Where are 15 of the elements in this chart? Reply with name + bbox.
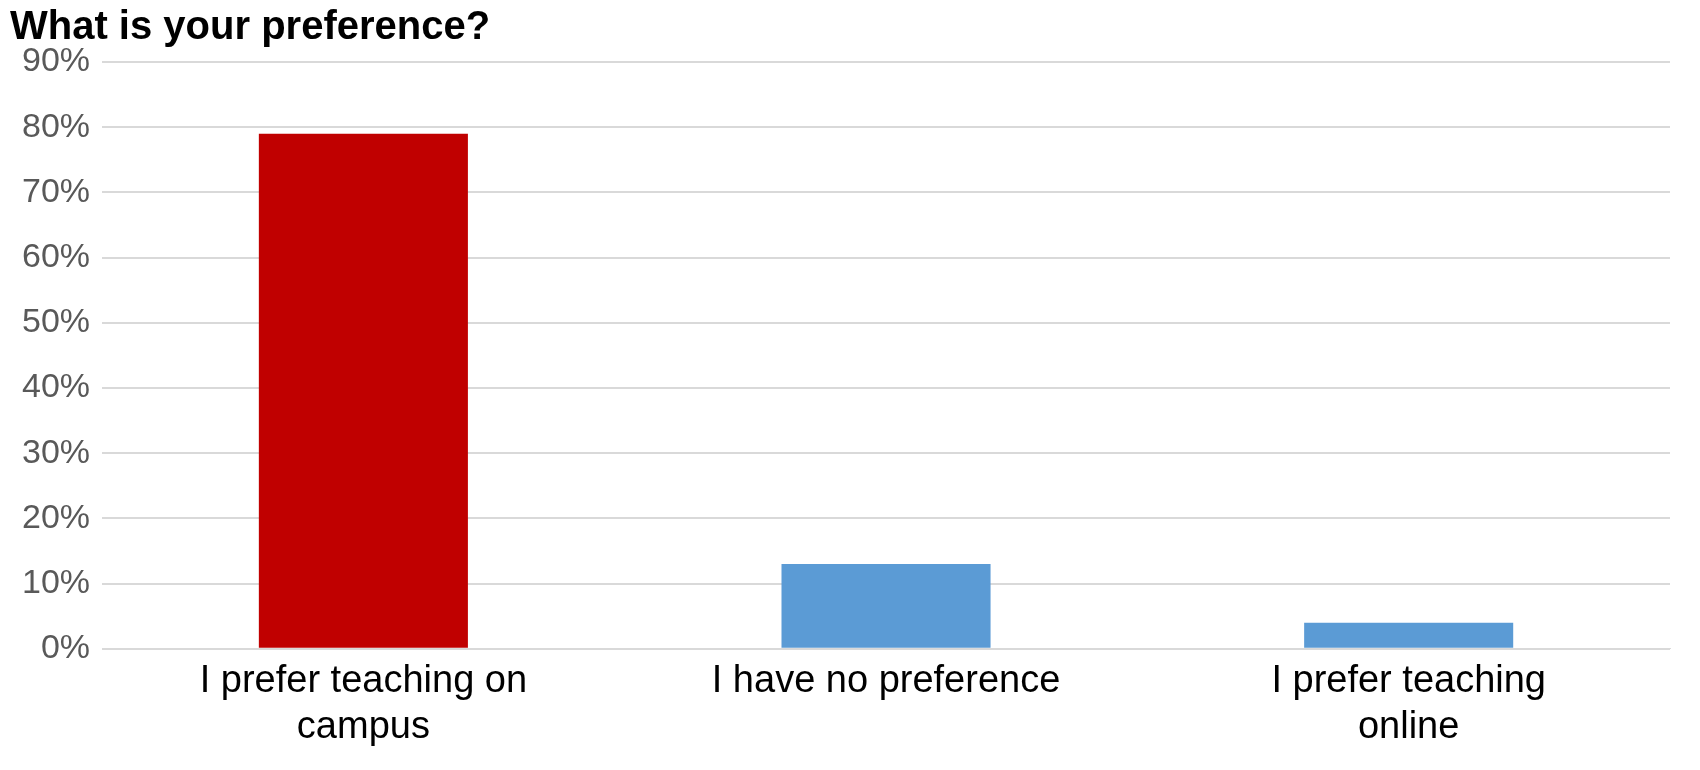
y-tick-label: 70% (21, 170, 91, 209)
y-tick-label: 30% (21, 431, 91, 470)
y-tick-label: 50% (21, 301, 91, 340)
y-tick-label: 40% (21, 366, 91, 405)
y-tick-label: 20% (21, 496, 91, 535)
bar (258, 133, 468, 648)
y-tick-label: 80% (21, 105, 91, 144)
y-tick-label: 0% (40, 627, 91, 666)
bar (781, 564, 991, 648)
x-tick-label: I have no preference (711, 658, 1061, 701)
bar (1304, 622, 1514, 648)
x-tick-label: I prefer teaching on campus (199, 658, 528, 746)
y-tick-label: 10% (21, 561, 91, 600)
x-tick-label: I prefer teaching online (1271, 658, 1546, 746)
y-tick-label: 60% (21, 235, 91, 274)
